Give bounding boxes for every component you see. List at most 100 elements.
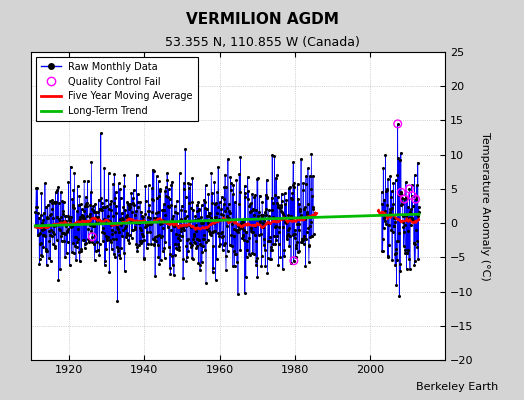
Point bbox=[233, 259, 241, 266]
Point bbox=[217, 210, 225, 217]
Point bbox=[260, 242, 268, 248]
Point bbox=[229, 263, 237, 269]
Point bbox=[265, 213, 274, 220]
Point bbox=[276, 205, 284, 211]
Point bbox=[301, 180, 310, 187]
Point bbox=[215, 242, 224, 249]
Point bbox=[89, 207, 97, 213]
Point bbox=[192, 244, 200, 251]
Point bbox=[167, 182, 176, 188]
Point bbox=[34, 210, 42, 216]
Point bbox=[263, 194, 271, 201]
Point bbox=[72, 257, 80, 263]
Point bbox=[297, 212, 305, 219]
Point bbox=[203, 226, 211, 232]
Point bbox=[148, 166, 157, 173]
Point bbox=[253, 255, 261, 261]
Point bbox=[125, 206, 133, 212]
Point bbox=[399, 219, 407, 225]
Point bbox=[212, 214, 220, 220]
Point bbox=[278, 198, 286, 204]
Point bbox=[219, 247, 227, 253]
Point bbox=[107, 246, 116, 252]
Point bbox=[282, 236, 291, 242]
Point bbox=[294, 227, 303, 233]
Point bbox=[85, 236, 93, 243]
Point bbox=[383, 202, 391, 208]
Point bbox=[192, 236, 201, 242]
Point bbox=[61, 213, 70, 220]
Point bbox=[198, 249, 206, 256]
Point bbox=[180, 227, 189, 234]
Point bbox=[156, 221, 165, 227]
Five Year Moving Average bbox=[293, 218, 300, 223]
Point bbox=[158, 207, 167, 213]
Point bbox=[34, 232, 42, 238]
Point bbox=[250, 232, 259, 238]
Point bbox=[172, 198, 181, 204]
Point bbox=[238, 233, 247, 239]
Point bbox=[53, 221, 62, 227]
Point bbox=[210, 220, 219, 226]
Point bbox=[407, 215, 416, 222]
Point bbox=[301, 216, 309, 223]
Point bbox=[209, 265, 217, 272]
Point bbox=[99, 224, 107, 231]
Point bbox=[228, 217, 236, 223]
Point bbox=[118, 233, 126, 239]
Point bbox=[379, 165, 387, 172]
Point bbox=[255, 221, 264, 227]
Point bbox=[48, 197, 57, 204]
Point bbox=[144, 182, 152, 189]
Point bbox=[203, 212, 211, 219]
Point bbox=[72, 244, 81, 250]
Point bbox=[99, 204, 107, 210]
Point bbox=[257, 263, 266, 270]
Point bbox=[101, 204, 109, 210]
Point bbox=[83, 212, 91, 219]
Point bbox=[128, 227, 137, 233]
Point bbox=[275, 224, 283, 230]
Point bbox=[303, 200, 312, 207]
Point bbox=[118, 227, 127, 233]
Point bbox=[78, 206, 86, 213]
Point bbox=[184, 248, 192, 254]
Point bbox=[264, 255, 272, 262]
Point bbox=[150, 236, 159, 243]
Point bbox=[234, 290, 242, 297]
Point bbox=[272, 174, 280, 181]
Point bbox=[52, 214, 61, 220]
Point bbox=[393, 256, 401, 263]
Point bbox=[35, 261, 43, 267]
Point bbox=[243, 247, 252, 253]
Point bbox=[234, 222, 243, 229]
Point bbox=[50, 199, 58, 206]
Point bbox=[86, 221, 95, 228]
Point bbox=[261, 209, 269, 216]
Point bbox=[55, 216, 63, 222]
Point bbox=[177, 224, 185, 231]
Point bbox=[188, 199, 196, 205]
Point bbox=[113, 243, 121, 250]
Point bbox=[241, 290, 249, 296]
Point bbox=[173, 235, 182, 241]
Point bbox=[39, 244, 48, 250]
Point bbox=[280, 252, 288, 259]
Point bbox=[193, 216, 202, 222]
Point bbox=[164, 202, 172, 209]
Point bbox=[305, 173, 314, 179]
Point bbox=[204, 225, 212, 231]
Point bbox=[252, 257, 260, 264]
Point bbox=[287, 194, 295, 201]
Point bbox=[378, 248, 386, 254]
Point bbox=[302, 229, 311, 236]
Point bbox=[53, 236, 61, 243]
Point bbox=[396, 157, 404, 163]
Point bbox=[303, 210, 311, 217]
Point bbox=[135, 220, 144, 226]
Point bbox=[225, 215, 234, 222]
Point bbox=[258, 214, 267, 220]
Point bbox=[161, 184, 170, 190]
Point bbox=[208, 229, 216, 236]
Point bbox=[108, 231, 117, 237]
